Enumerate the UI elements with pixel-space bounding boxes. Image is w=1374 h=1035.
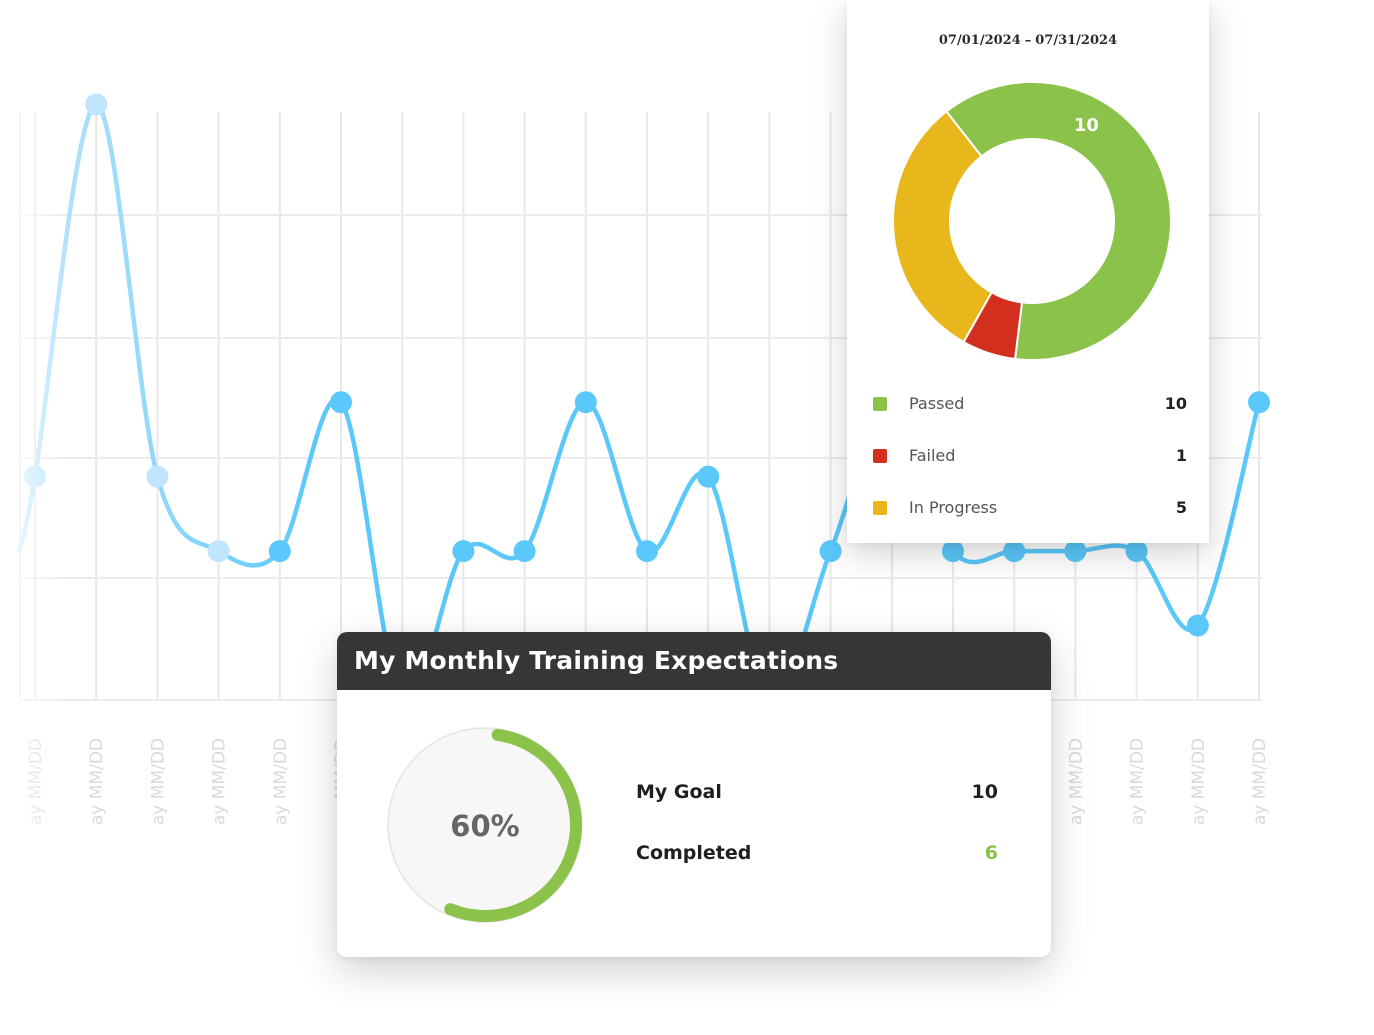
legend-swatch-passed: [873, 397, 887, 411]
data-point: [1003, 540, 1026, 563]
data-point: [24, 465, 46, 488]
x-tick-label: ay MM/DD: [1189, 738, 1209, 825]
data-point: [574, 391, 597, 414]
legend-label-failed: Failed: [909, 446, 956, 465]
goal-label: My Goal: [636, 781, 722, 803]
x-tick-label: ay MM/DD: [87, 738, 107, 825]
date-end: 07/31/2024: [1035, 33, 1118, 48]
date-range: 07/01/2024–07/31/2024: [847, 33, 1209, 48]
data-point: [636, 540, 658, 563]
data-point: [697, 465, 720, 488]
data-point: [1248, 391, 1270, 414]
legend-value-in-progress: 5: [1175, 498, 1187, 517]
x-tick-label: ay MM/DD: [1128, 738, 1148, 825]
completed-label: Completed: [636, 842, 752, 864]
data-point: [513, 540, 536, 563]
goal-value: 10: [971, 781, 998, 803]
progress-percent: 60%: [450, 809, 519, 843]
progress-ring-fill: [444, 728, 582, 922]
data-point: [452, 540, 475, 563]
x-tick-label: ay MM/DD: [26, 738, 46, 825]
legend-value-failed: 1: [1175, 446, 1187, 465]
completed-value: 6: [984, 842, 998, 864]
training-expectations-card: My Monthly Training Expectations 60% My …: [337, 632, 1051, 957]
legend-swatch-in-progress: [873, 501, 887, 515]
progress-ring: 60%: [387, 727, 583, 923]
goal-row: My Goal 10: [636, 781, 998, 803]
x-tick-label: ay MM/DD: [271, 738, 291, 825]
data-point: [942, 540, 964, 563]
data-point: [1125, 540, 1148, 563]
card-title: My Monthly Training Expectations: [337, 632, 1051, 690]
data-point: [330, 391, 352, 414]
legend-swatch-failed: [873, 449, 887, 463]
data-point: [146, 465, 169, 488]
legend-item-passed[interactable]: Passed 10: [873, 390, 1187, 442]
date-start: 07/01/2024: [938, 33, 1021, 48]
x-tick-label: ay MM/DD: [148, 738, 168, 825]
data-point: [819, 540, 842, 563]
x-tick-label: ay MM/DD: [1066, 738, 1086, 825]
completed-row: Completed 6: [636, 842, 998, 864]
status-summary-card: 07/01/2024–07/31/2024 10 Passed 10 Faile…: [847, 0, 1209, 543]
donut-slice-label: 10: [1074, 115, 1099, 136]
x-tick-label: ay MM/DD: [1250, 738, 1270, 825]
legend-item-in-progress[interactable]: In Progress 5: [873, 494, 1187, 546]
data-point: [207, 540, 230, 563]
legend: Passed 10 Failed 1 In Progress 5: [873, 390, 1187, 546]
legend-item-failed[interactable]: Failed 1: [873, 442, 1187, 494]
legend-label-passed: Passed: [909, 394, 965, 413]
data-point: [1186, 614, 1209, 637]
x-tick-label: ay MM/DD: [210, 738, 230, 825]
date-separator: –: [1024, 33, 1032, 48]
data-point: [268, 540, 291, 563]
donut-chart: 10: [892, 81, 1172, 361]
legend-value-passed: 10: [1164, 394, 1187, 413]
donut-slice-in-progress: [892, 110, 993, 344]
legend-label-in-progress: In Progress: [909, 498, 998, 517]
data-point: [1064, 540, 1087, 563]
donut-slice-passed: [945, 81, 1172, 361]
data-point: [85, 93, 108, 116]
